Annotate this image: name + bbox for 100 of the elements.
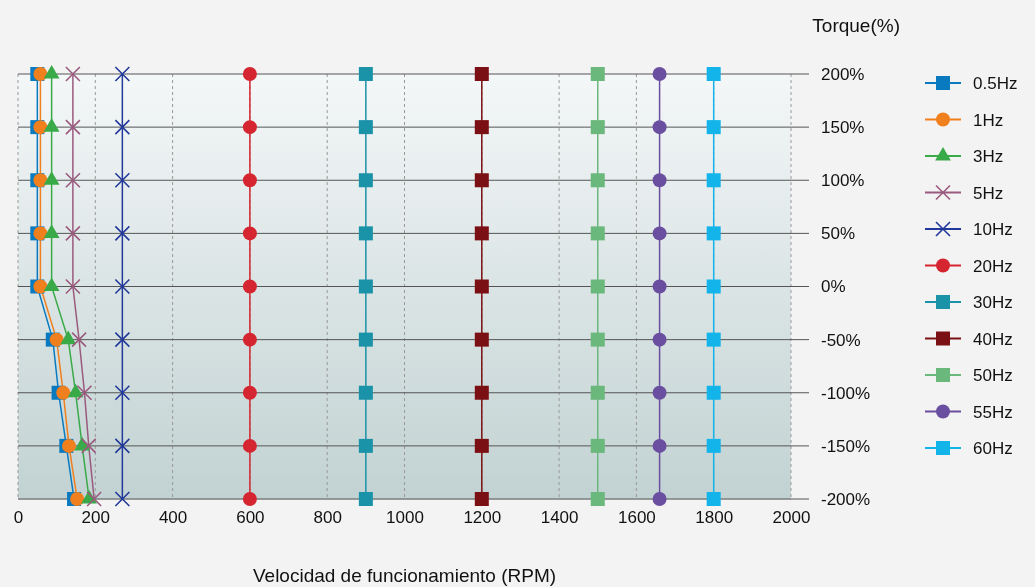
- legend-label: 5Hz: [973, 183, 1004, 203]
- point: [242, 492, 257, 506]
- point: [358, 173, 373, 188]
- point: [242, 438, 257, 453]
- y-tick-label: -100%: [821, 383, 871, 403]
- x-tick-label: 1000: [386, 508, 424, 528]
- point: [706, 492, 721, 506]
- point: [474, 438, 489, 453]
- y-tick-label: -50%: [821, 330, 861, 350]
- y-tick-label: 50%: [821, 224, 856, 244]
- legend-label: 0.5Hz: [973, 74, 1018, 93]
- point: [652, 173, 667, 188]
- x-axis-title: Velocidad de funcionamiento (RPM): [252, 565, 557, 586]
- point: [358, 279, 373, 294]
- x-tick-label: 1600: [617, 508, 656, 528]
- point: [114, 172, 131, 189]
- point: [114, 491, 131, 507]
- point: [474, 67, 489, 81]
- point: [114, 225, 131, 242]
- point: [652, 438, 667, 453]
- x-tick-label: 0: [13, 508, 24, 528]
- x-tick-label: 800: [313, 508, 342, 528]
- point: [706, 226, 721, 241]
- point: [358, 226, 373, 241]
- point: [590, 332, 605, 347]
- point: [590, 67, 605, 81]
- y-tick-label: 150%: [821, 118, 865, 138]
- point: [43, 277, 60, 292]
- point: [71, 331, 87, 348]
- x-tick-label: 400: [158, 508, 188, 528]
- x-tick-label: 1400: [540, 508, 579, 528]
- point: [358, 120, 373, 135]
- point: [242, 279, 257, 294]
- point: [474, 279, 489, 294]
- y-axis-title: Torque(%): [812, 15, 900, 36]
- point: [80, 438, 97, 454]
- x-tick-label: 1200: [463, 508, 502, 528]
- y-tick-label: -150%: [821, 436, 871, 456]
- point: [65, 119, 81, 135]
- point: [474, 492, 489, 506]
- point: [652, 120, 667, 135]
- point: [474, 120, 489, 135]
- point: [652, 67, 667, 81]
- point: [706, 438, 721, 453]
- point: [590, 279, 605, 294]
- point: [56, 385, 71, 400]
- point: [706, 120, 721, 135]
- y-tick-label: 100%: [821, 171, 865, 191]
- legend-label: 30Hz: [973, 293, 1013, 312]
- point: [242, 226, 257, 241]
- point: [65, 278, 81, 295]
- point: [652, 492, 667, 506]
- legend-label: 3Hz: [973, 147, 1004, 166]
- point: [76, 384, 93, 401]
- legend-label: 10Hz: [973, 220, 1013, 239]
- legend-label: 20Hz: [973, 256, 1013, 276]
- x-tick-label: 600: [236, 508, 265, 528]
- point: [114, 66, 131, 82]
- point: [590, 492, 605, 506]
- point: [65, 172, 81, 189]
- y-tick-label: 0%: [821, 277, 846, 297]
- point: [474, 173, 489, 188]
- point: [114, 278, 131, 295]
- legend-label: 50Hz: [973, 366, 1013, 385]
- legend-label: 55Hz: [973, 402, 1013, 422]
- point: [590, 385, 605, 400]
- point: [590, 438, 605, 453]
- point: [652, 332, 667, 347]
- point: [590, 226, 605, 241]
- point: [114, 438, 131, 454]
- point: [706, 385, 721, 400]
- x-tick-label: 200: [81, 508, 110, 528]
- point: [242, 332, 257, 347]
- x-tick-label: 1800: [695, 508, 734, 528]
- point: [114, 119, 131, 135]
- point: [652, 226, 667, 241]
- point: [652, 279, 667, 294]
- y-tick-label: -200%: [821, 489, 871, 509]
- point: [65, 66, 81, 82]
- legend-label: 60Hz: [973, 439, 1013, 458]
- point: [474, 226, 489, 241]
- point: [590, 120, 605, 135]
- point: [114, 331, 131, 348]
- point: [474, 332, 489, 347]
- legend-label: 40Hz: [973, 329, 1013, 349]
- point: [358, 492, 373, 506]
- point: [474, 385, 489, 400]
- point: [706, 332, 721, 347]
- point: [65, 225, 81, 242]
- point: [49, 332, 64, 347]
- point: [706, 279, 721, 294]
- point: [86, 491, 102, 507]
- point: [590, 173, 605, 188]
- point: [358, 385, 373, 400]
- point: [358, 438, 373, 453]
- y-tick-label: 200%: [821, 64, 865, 84]
- legend-label: 1Hz: [973, 110, 1004, 130]
- point: [652, 385, 667, 400]
- point: [358, 67, 373, 81]
- point: [242, 385, 257, 400]
